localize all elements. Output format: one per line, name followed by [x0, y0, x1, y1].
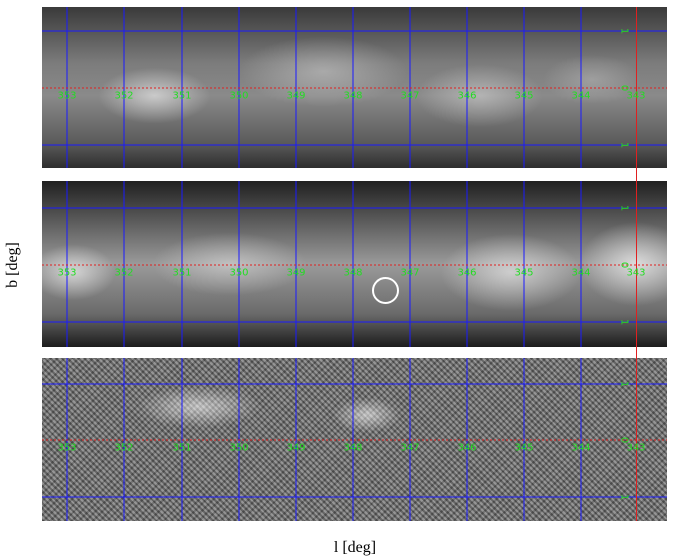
- longitude-label-348: 348: [343, 90, 363, 102]
- longitude-label-344: 344: [571, 90, 591, 102]
- longitude-label-343: 343: [626, 90, 646, 102]
- x-axis-label: l [deg]: [333, 539, 377, 556]
- latitude-label: 1: [618, 493, 630, 501]
- longitude-label-349: 349: [286, 442, 306, 454]
- sky-map-panel-3: [42, 358, 667, 521]
- longitude-label-346: 346: [457, 90, 477, 102]
- longitude-label-345: 345: [514, 442, 534, 454]
- longitude-label-344: 344: [571, 267, 591, 279]
- y-axis-label: b [deg]: [4, 242, 21, 288]
- longitude-label-343: 343: [626, 442, 646, 454]
- longitude-label-352: 352: [114, 442, 134, 454]
- latitude-label: 1: [618, 318, 630, 326]
- latitude-label: 1: [618, 141, 630, 149]
- panel-1-grid: [42, 7, 667, 168]
- latitude-label: 0: [618, 436, 630, 444]
- longitude-label-348: 348: [343, 267, 363, 279]
- longitude-label-353: 353: [57, 90, 77, 102]
- sky-map-panel-2: [42, 181, 667, 347]
- panel-3-grid: [42, 358, 667, 521]
- longitude-343-line: [636, 7, 637, 521]
- longitude-label-348: 348: [343, 442, 363, 454]
- latitude-label: 1: [618, 380, 630, 388]
- longitude-label-344: 344: [571, 442, 591, 454]
- longitude-label-350: 350: [229, 442, 249, 454]
- latitude-label: 0: [618, 261, 630, 269]
- longitude-label-351: 351: [172, 90, 192, 102]
- longitude-label-353: 353: [57, 442, 77, 454]
- longitude-label-343: 343: [626, 267, 646, 279]
- longitude-label-347: 347: [400, 90, 420, 102]
- longitude-label-352: 352: [114, 267, 134, 279]
- longitude-label-347: 347: [400, 267, 420, 279]
- source-marker-circle: [372, 277, 399, 304]
- latitude-label: 1: [618, 204, 630, 212]
- longitude-label-345: 345: [514, 267, 534, 279]
- longitude-label-347: 347: [400, 442, 420, 454]
- longitude-label-350: 350: [229, 90, 249, 102]
- longitude-label-349: 349: [286, 90, 306, 102]
- longitude-label-352: 352: [114, 90, 134, 102]
- longitude-label-350: 350: [229, 267, 249, 279]
- panel-2-image: [42, 181, 667, 347]
- longitude-label-351: 351: [172, 442, 192, 454]
- sky-map-panel-1: [42, 7, 667, 168]
- latitude-label: 0: [618, 84, 630, 92]
- longitude-label-345: 345: [514, 90, 534, 102]
- longitude-label-353: 353: [57, 267, 77, 279]
- latitude-label: 1: [618, 27, 630, 35]
- longitude-label-351: 351: [172, 267, 192, 279]
- panel-2-grid: [42, 181, 667, 347]
- longitude-label-346: 346: [457, 442, 477, 454]
- longitude-label-349: 349: [286, 267, 306, 279]
- longitude-label-346: 346: [457, 267, 477, 279]
